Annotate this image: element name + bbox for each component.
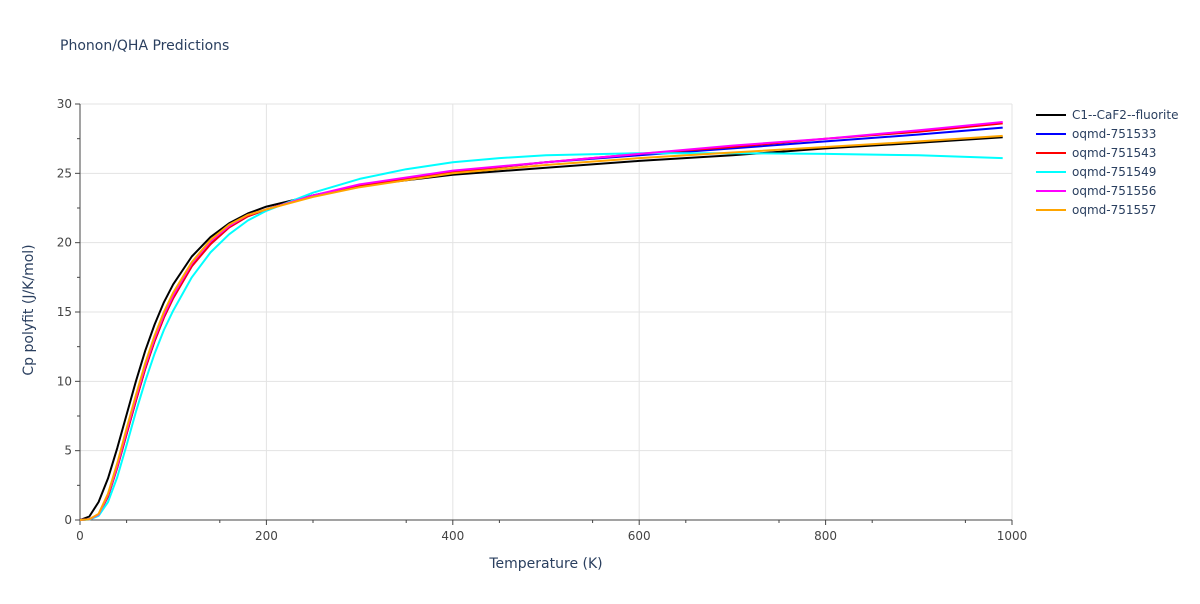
series-line-C1--CaF2--fluorite (79, 136, 1003, 521)
legend-item[interactable]: oqmd-751533 (1036, 127, 1156, 141)
y-tick-label: 15 (57, 305, 72, 319)
x-tick-label: 400 (441, 529, 464, 543)
x-tick-label: 200 (255, 529, 278, 543)
series-line-oqmd-751543 (79, 122, 1003, 521)
legend-label: oqmd-751543 (1072, 146, 1156, 160)
series-line-oqmd-751556 (79, 121, 1003, 521)
legend-label: C1--CaF2--fluorite (1072, 108, 1178, 122)
legend-item[interactable]: oqmd-751549 (1036, 165, 1156, 179)
legend-item[interactable]: oqmd-751543 (1036, 146, 1156, 160)
y-tick-label: 5 (64, 444, 72, 458)
y-tick-label: 20 (57, 236, 72, 250)
y-axis-title: Cp polyfit (J/K/mol) (21, 244, 37, 375)
series-line-oqmd-751549 (79, 152, 1003, 521)
y-tick-label: 10 (57, 374, 72, 388)
x-axis-title: Temperature (K) (488, 556, 602, 572)
y-tick-label: 30 (57, 97, 72, 111)
legend-label: oqmd-751533 (1072, 127, 1156, 141)
x-tick-label: 1000 (997, 529, 1028, 543)
grid (79, 103, 1013, 521)
legend-item[interactable]: C1--CaF2--fluorite (1036, 108, 1178, 122)
y-tick-label: 25 (57, 166, 72, 180)
chart-title: Phonon/QHA Predictions (60, 38, 229, 54)
series-lines (79, 121, 1003, 521)
legend-label: oqmd-751549 (1072, 165, 1156, 179)
series-line-oqmd-751533 (79, 126, 1003, 521)
legend-item[interactable]: oqmd-751557 (1036, 203, 1156, 217)
axes: 0 200 400 600 800 1000 0 5 10 15 20 25 30 (57, 97, 1028, 543)
series-line-oqmd-751557 (79, 134, 1003, 521)
x-tick-label: 0 (76, 529, 84, 543)
legend-label: oqmd-751556 (1072, 184, 1156, 198)
legend: C1--CaF2--fluorite oqmd-751533 oqmd-751543… (1036, 108, 1178, 217)
y-tick-label: 0 (64, 513, 72, 527)
legend-label: oqmd-751557 (1072, 203, 1156, 217)
x-tick-label: 800 (814, 529, 837, 543)
x-tick-label: 600 (628, 529, 651, 543)
legend-item[interactable]: oqmd-751556 (1036, 184, 1156, 198)
